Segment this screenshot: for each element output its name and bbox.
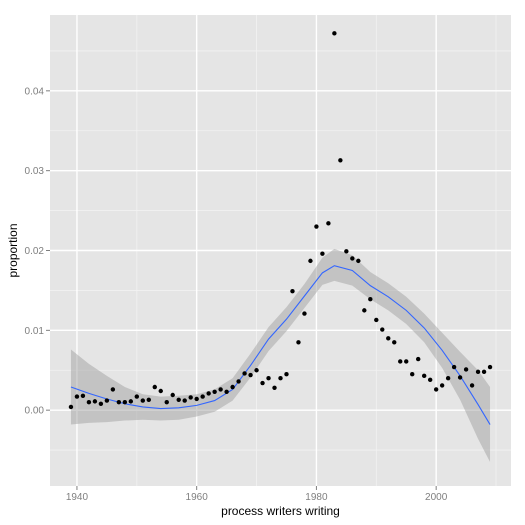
data-point xyxy=(116,399,122,405)
data-point xyxy=(266,376,271,381)
y-tick-label: 0.04 xyxy=(25,86,45,97)
data-point xyxy=(356,258,361,264)
data-point xyxy=(410,372,415,377)
data-point xyxy=(320,251,325,256)
data-point xyxy=(362,308,367,313)
data-point xyxy=(122,399,128,405)
data-point xyxy=(242,371,247,376)
data-point xyxy=(481,369,487,375)
data-point xyxy=(236,379,241,384)
data-point xyxy=(463,367,469,372)
data-point xyxy=(421,373,427,379)
data-point xyxy=(194,396,199,402)
data-points xyxy=(68,31,493,410)
data-point xyxy=(206,391,211,396)
x-tick-label: 1940 xyxy=(66,492,89,503)
y-tick-label: 0.00 xyxy=(25,406,45,417)
data-point xyxy=(326,221,331,226)
data-point xyxy=(110,387,116,392)
data-point xyxy=(200,394,205,399)
data-point xyxy=(457,375,463,380)
data-point xyxy=(314,224,319,229)
x-axis-ticks: 1940 1960 1980 2000 xyxy=(66,486,448,503)
data-point xyxy=(290,289,295,294)
data-point xyxy=(386,336,391,341)
data-point xyxy=(74,394,80,399)
data-point xyxy=(284,372,289,377)
data-point xyxy=(152,384,157,390)
data-point xyxy=(469,383,475,388)
data-point xyxy=(176,397,181,402)
data-point xyxy=(278,376,283,381)
x-tick-label: 1980 xyxy=(305,492,328,503)
data-point xyxy=(140,398,145,403)
data-point xyxy=(350,256,355,261)
data-point xyxy=(92,399,98,404)
data-point xyxy=(344,249,349,254)
data-point xyxy=(182,398,187,403)
data-point xyxy=(230,384,235,390)
data-point xyxy=(398,359,403,364)
y-tick-label: 0.01 xyxy=(25,326,45,337)
data-point xyxy=(212,389,217,394)
data-point xyxy=(188,395,193,400)
data-point xyxy=(134,394,140,399)
data-point xyxy=(451,364,457,370)
data-point xyxy=(296,340,301,345)
data-point xyxy=(224,389,229,394)
data-point xyxy=(380,327,385,332)
y-tick-label: 0.03 xyxy=(25,166,45,177)
data-point xyxy=(146,397,151,402)
data-point xyxy=(404,359,409,364)
data-point xyxy=(475,369,481,375)
data-point xyxy=(308,258,313,264)
data-point xyxy=(86,399,92,405)
x-tick-label: 1960 xyxy=(186,492,209,503)
major-gridlines xyxy=(50,15,511,486)
data-point xyxy=(439,383,445,388)
smooth-line xyxy=(70,265,491,425)
data-point xyxy=(218,387,223,392)
data-point xyxy=(158,388,163,394)
y-axis-ticks: 0.00 0.01 0.02 0.03 0.04 xyxy=(25,86,50,417)
data-point xyxy=(104,398,110,403)
data-point xyxy=(254,368,259,373)
data-point xyxy=(164,399,169,405)
data-point xyxy=(392,340,397,345)
data-point xyxy=(338,158,343,163)
data-point xyxy=(374,317,379,323)
data-point xyxy=(170,392,175,398)
data-point xyxy=(98,401,104,406)
data-point xyxy=(332,31,337,36)
data-point xyxy=(272,385,277,391)
data-point xyxy=(80,393,86,398)
data-point xyxy=(445,376,451,381)
data-point xyxy=(128,399,134,404)
y-axis-title: proportion xyxy=(6,223,20,277)
confidence-band xyxy=(70,248,491,463)
y-tick-label: 0.02 xyxy=(25,246,45,257)
data-point xyxy=(487,364,493,370)
x-axis-title: process writers writing xyxy=(221,504,340,518)
x-tick-label: 2000 xyxy=(425,492,448,503)
data-point xyxy=(248,372,253,378)
data-point xyxy=(427,377,433,383)
data-point xyxy=(68,404,74,410)
data-point xyxy=(302,311,307,316)
data-point xyxy=(368,296,373,302)
data-point xyxy=(416,356,421,362)
data-point xyxy=(260,380,265,386)
data-point xyxy=(433,387,439,392)
